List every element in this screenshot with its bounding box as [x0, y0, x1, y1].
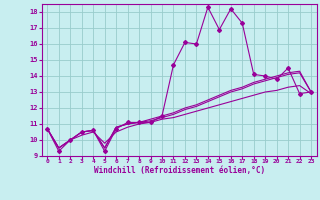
X-axis label: Windchill (Refroidissement éolien,°C): Windchill (Refroidissement éolien,°C)	[94, 166, 265, 175]
